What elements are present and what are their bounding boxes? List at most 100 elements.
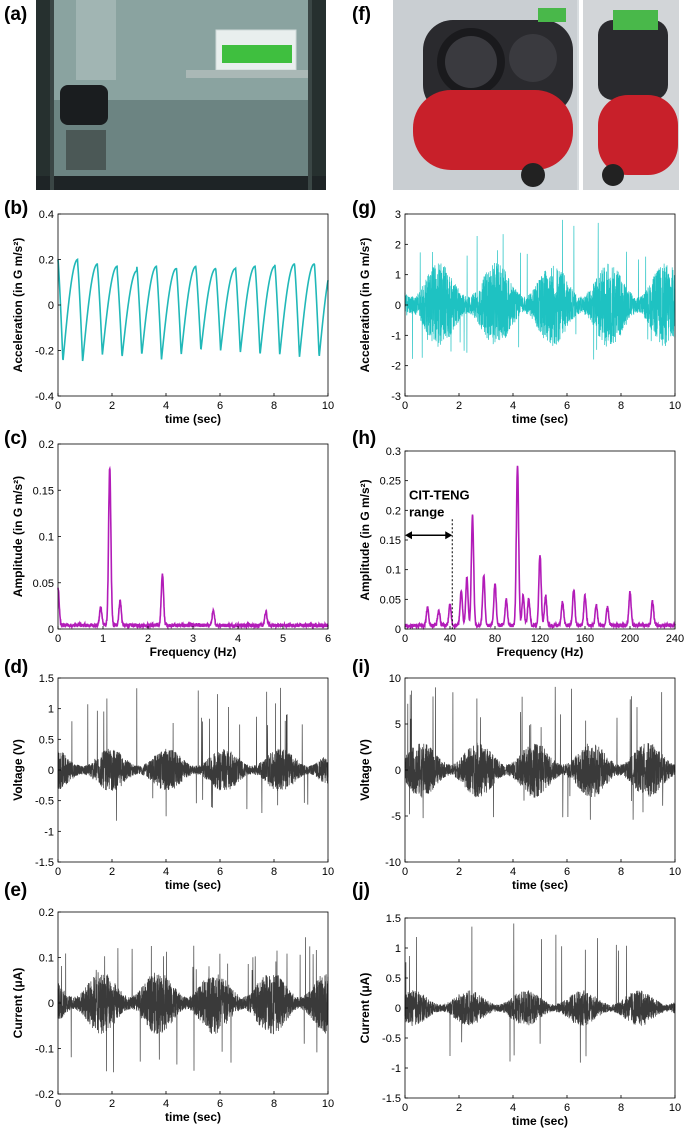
axes-box-d <box>57 677 329 863</box>
xtick-label-h: 0 <box>402 633 408 645</box>
chart-e: 0 2 4 6 8 10 -0.2 -0.1 0 0.1 0.2 time (sec) Current … <box>11 907 334 1124</box>
ylabel-h: Amplitude (in G m/s²) <box>358 479 372 600</box>
series-line-c <box>57 465 329 631</box>
ylabel-j: Current (μA) <box>358 973 372 1044</box>
ylabel-b: Acceleration (in G m/s²) <box>11 238 25 373</box>
axes-box-g <box>404 213 676 397</box>
xtick-label-d: 4 <box>163 866 169 878</box>
panel-label-b: (b) <box>4 198 29 219</box>
ytick-label-h: 0.1 <box>386 565 401 577</box>
ytick-label-i: 5 <box>395 719 401 731</box>
ytick-label-h: 0.3 <box>386 446 401 458</box>
ytick-label-e: 0 <box>48 998 54 1010</box>
ytick-label-g: 1 <box>395 270 401 282</box>
series-line-b <box>57 258 329 362</box>
xtick-label-d: 10 <box>322 866 334 878</box>
xtick-label-h: 240 <box>666 633 684 645</box>
ytick-label-j: -1 <box>391 1063 401 1075</box>
xlabel-j: time (sec) <box>512 1114 568 1128</box>
xlabel-g: time (sec) <box>512 412 568 426</box>
ytick-label-e: 0.1 <box>39 953 54 965</box>
ytick-label-c: 0.1 <box>39 532 54 544</box>
xtick-label-j: 2 <box>456 1102 462 1114</box>
xtick-label-b: 6 <box>217 400 223 412</box>
xtick-label-e: 10 <box>322 1098 334 1110</box>
xtick-label-h: 160 <box>576 633 594 645</box>
xtick-label-i: 10 <box>669 866 681 878</box>
xtick-label-c: 6 <box>325 633 331 645</box>
ytick-label-h: 0.15 <box>380 535 401 547</box>
xtick-label-j: 10 <box>669 1102 681 1114</box>
ytick-label-j: 1.5 <box>386 913 401 925</box>
ytick-label-d: 0.5 <box>39 734 54 746</box>
xtick-label-h: 80 <box>489 633 501 645</box>
chart-h: 0 40 80 120 160 200 240 0 0.05 0.1 0.15 0.2 0.25 0.3 F… <box>358 446 684 659</box>
ylabel-d: Voltage (V) <box>11 739 25 801</box>
ytick-label-d: -1.5 <box>35 857 54 869</box>
ytick-label-d: -0.5 <box>35 796 54 808</box>
ytick-label-b: -0.2 <box>35 346 54 358</box>
xtick-label-b: 2 <box>109 400 115 412</box>
ytick-label-i: 10 <box>389 673 401 685</box>
panel-label-e: (e) <box>4 880 28 901</box>
panel-label-f: (f) <box>352 4 371 25</box>
axes-box-h <box>404 450 676 630</box>
xtick-label-h: 200 <box>621 633 639 645</box>
ytick-label-h: 0.05 <box>380 594 401 606</box>
ytick-label-h: 0.2 <box>386 505 401 517</box>
xtick-label-e: 0 <box>55 1098 61 1110</box>
ytick-label-c: 0.05 <box>33 578 54 590</box>
xtick-label-i: 2 <box>456 866 462 878</box>
xtick-label-g: 8 <box>618 400 624 412</box>
ytick-label-e: 0.2 <box>39 907 54 919</box>
xtick-label-e: 8 <box>271 1098 277 1110</box>
xtick-label-c: 0 <box>55 633 61 645</box>
panel-label-j: (j) <box>352 880 370 901</box>
annotation-label-line1: CIT-TENG <box>409 487 470 502</box>
chart-d: 0 2 4 6 8 10 -1.5 -1 -0.5 0 0.5 1 1.5 time (sec) Volta… <box>11 673 334 892</box>
xtick-label-b: 10 <box>322 400 334 412</box>
xtick-label-h: 120 <box>531 633 549 645</box>
ytick-label-b: 0.2 <box>39 255 54 267</box>
panel-label-a: (a) <box>4 4 28 25</box>
xlabel-h: Frequency (Hz) <box>497 645 584 659</box>
xtick-label-d: 0 <box>55 866 61 878</box>
xlabel-d: time (sec) <box>165 878 221 892</box>
panel-label-i: (i) <box>352 657 370 678</box>
xtick-label-d: 6 <box>217 866 223 878</box>
ytick-label-h: 0.25 <box>380 476 401 488</box>
xtick-label-c: 2 <box>145 633 151 645</box>
ylabel-c: Amplitude (in G m/s²) <box>11 476 25 597</box>
xtick-label-j: 0 <box>402 1102 408 1114</box>
arrowhead-right-icon <box>445 531 453 540</box>
xtick-label-g: 0 <box>402 400 408 412</box>
xtick-label-b: 4 <box>163 400 169 412</box>
chart-b: 0 2 4 6 8 10 -0.4 -0.2 0 0.2 0.4 time (sec) Accelera… <box>11 209 334 426</box>
ytick-label-b: -0.4 <box>35 391 54 403</box>
ytick-label-b: 0 <box>48 300 54 312</box>
chart-i: 0 2 4 6 8 10 -10 -5 0 5 10 time (sec) Voltage (V) <box>358 673 681 892</box>
ytick-label-d: 1.5 <box>39 673 54 685</box>
series-line-g <box>404 219 676 360</box>
axes-box-c <box>57 443 329 630</box>
ytick-label-g: 3 <box>395 209 401 221</box>
xtick-label-j: 8 <box>618 1102 624 1114</box>
xtick-label-j: 4 <box>510 1102 516 1114</box>
xtick-label-c: 4 <box>235 633 241 645</box>
ytick-label-j: 0.5 <box>386 973 401 985</box>
xlabel-e: time (sec) <box>165 1110 221 1124</box>
ytick-label-i: -5 <box>391 811 401 823</box>
xlabel-c: Frequency (Hz) <box>150 645 237 659</box>
xtick-label-c: 5 <box>280 633 286 645</box>
axes-box-i <box>404 677 676 863</box>
xtick-label-c: 3 <box>190 633 196 645</box>
xtick-label-i: 8 <box>618 866 624 878</box>
series-line-h <box>404 465 676 631</box>
axes-box-e <box>57 911 329 1095</box>
chart-j: 0 2 4 6 8 10 -1.5 -1 -0.5 0 0.5 1 1.5 time (sec) Curre… <box>358 913 681 1128</box>
ytick-label-c: 0.2 <box>39 439 54 451</box>
panel-label-d: (d) <box>4 657 29 678</box>
ytick-label-g: -1 <box>391 330 401 342</box>
ytick-label-j: -1.5 <box>382 1093 401 1105</box>
xtick-label-e: 6 <box>217 1098 223 1110</box>
